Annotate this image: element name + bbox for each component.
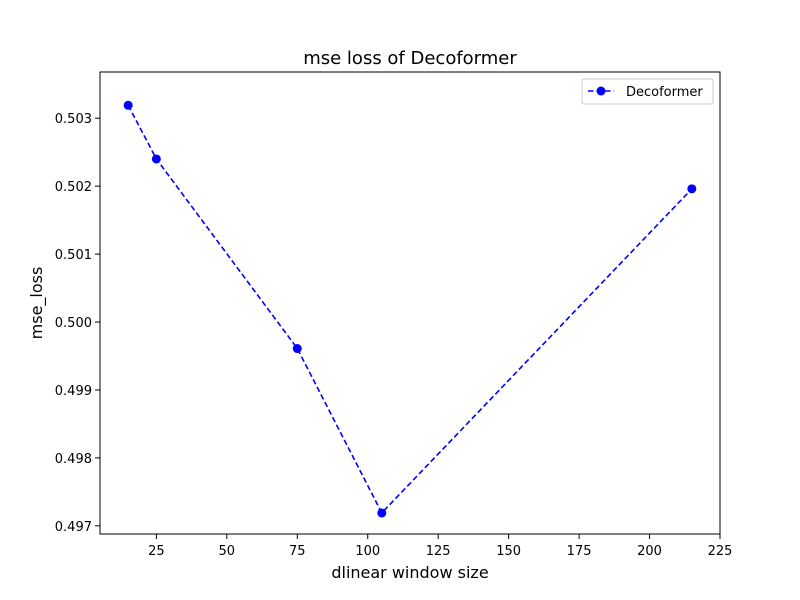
x-axis-label: dlinear window size xyxy=(331,563,488,582)
x-tick-label: 175 xyxy=(567,544,592,559)
chart-title: mse loss of Decoformer xyxy=(303,48,517,69)
y-axis-label: mse_loss xyxy=(27,267,47,340)
x-tick-label: 125 xyxy=(426,544,451,559)
x-tick-label: 25 xyxy=(148,544,165,559)
x-tick-label: 225 xyxy=(708,544,733,559)
y-tick-label: 0.497 xyxy=(55,520,92,535)
legend-marker-swatch xyxy=(596,86,606,96)
plot-frame xyxy=(99,71,721,535)
legend: Decoformer xyxy=(581,78,714,105)
x-tick-label: 150 xyxy=(496,544,521,559)
x-tick-label: 200 xyxy=(637,544,662,559)
data-point xyxy=(151,154,161,164)
y-tick-label: 0.498 xyxy=(55,452,92,467)
y-tick-label: 0.502 xyxy=(55,180,92,195)
x-tick-label: 75 xyxy=(289,544,306,559)
data-point xyxy=(123,100,133,110)
x-tick-label: 50 xyxy=(219,544,236,559)
data-point xyxy=(292,344,302,354)
y-tick-label: 0.500 xyxy=(55,316,92,331)
series-layer xyxy=(123,100,697,518)
legend-label: Decoformer xyxy=(626,85,703,100)
series-line-decoformer xyxy=(127,104,693,515)
y-tick-label: 0.499 xyxy=(55,384,92,399)
y-axis-ticks: 0.497 0.498 0.499 0.500 0.501 0.502 0.503 xyxy=(55,112,100,535)
x-axis-ticks: 25 50 75 100 125 150 175 200 225 xyxy=(148,534,732,559)
x-tick-label: 100 xyxy=(355,544,380,559)
y-tick-label: 0.503 xyxy=(55,112,92,127)
data-point xyxy=(377,508,387,518)
data-point xyxy=(687,184,697,194)
legend-box xyxy=(581,78,714,105)
y-tick-label: 0.501 xyxy=(55,248,92,263)
plot-area xyxy=(100,72,720,534)
